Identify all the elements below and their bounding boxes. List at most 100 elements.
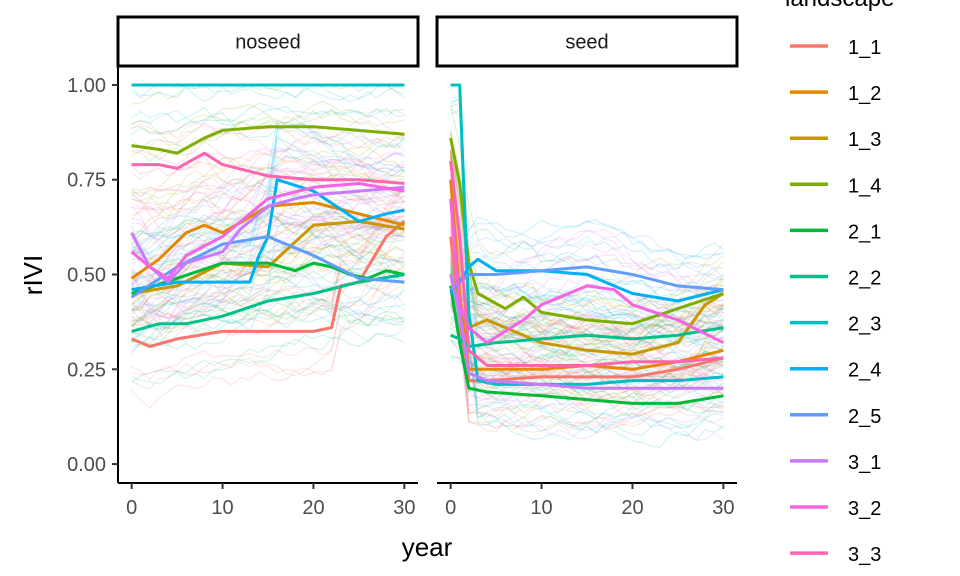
replicate-trace bbox=[131, 208, 405, 245]
replicate-trace bbox=[450, 149, 724, 359]
replicate-trace bbox=[450, 96, 724, 429]
replicate-trace bbox=[450, 274, 724, 366]
replicate-trace bbox=[131, 200, 405, 327]
facet-strip-seed bbox=[435, 15, 739, 68]
replicate-trace bbox=[131, 296, 405, 335]
y-tick-label: 0.00 bbox=[67, 454, 106, 476]
replicate-trace bbox=[131, 279, 405, 348]
series-line-seed-3_3 bbox=[449, 160, 724, 367]
replicate-trace bbox=[131, 115, 405, 162]
replicate-trace bbox=[131, 252, 405, 377]
replicate-trace bbox=[131, 208, 405, 254]
replicate-trace bbox=[131, 298, 405, 339]
replicate-trace bbox=[131, 244, 405, 274]
replicate-trace bbox=[450, 258, 724, 418]
legend-label-1_2: 1_2 bbox=[848, 83, 881, 105]
y-axis-title: rIVI bbox=[18, 255, 48, 295]
y-tick-label: 1.00 bbox=[67, 75, 106, 97]
series-line-noseed-1_4 bbox=[131, 125, 405, 155]
replicate-trace bbox=[450, 98, 724, 434]
series-line-noseed-1_1 bbox=[131, 220, 406, 348]
replicate-trace bbox=[131, 124, 405, 172]
replicate-trace bbox=[131, 233, 405, 327]
replicate-trace bbox=[450, 207, 724, 430]
legend-label-2_1: 2_1 bbox=[848, 221, 881, 243]
series-line-noseed-3_3 bbox=[131, 151, 405, 185]
replicate-trace bbox=[131, 119, 405, 255]
replicate-trace bbox=[131, 100, 405, 144]
y-tick-label: 0.50 bbox=[67, 265, 106, 287]
x-tick-label-noseed: 20 bbox=[302, 497, 324, 519]
facet-strip-noseed bbox=[116, 15, 420, 68]
replicate-trace bbox=[131, 220, 405, 325]
replicate-trace bbox=[131, 252, 405, 319]
replicate-trace bbox=[131, 155, 405, 267]
replicate-trace bbox=[131, 201, 405, 325]
replicate-trace bbox=[131, 169, 405, 261]
replicate-trace bbox=[131, 171, 405, 199]
replicate-trace bbox=[131, 102, 405, 124]
replicate-trace bbox=[131, 106, 405, 127]
replicate-trace bbox=[450, 109, 724, 441]
replicate-trace bbox=[450, 219, 724, 274]
replicate-trace bbox=[131, 333, 405, 385]
replicate-trace bbox=[131, 293, 405, 355]
replicate-trace bbox=[131, 272, 405, 330]
replicate-trace bbox=[450, 291, 724, 432]
replicate-trace bbox=[450, 252, 724, 427]
replicate-trace bbox=[131, 180, 405, 283]
replicate-trace bbox=[450, 231, 724, 280]
replicate-trace bbox=[131, 176, 405, 220]
replicate-trace bbox=[131, 185, 405, 254]
replicate-trace bbox=[131, 109, 405, 150]
facet-strip-label-seed: seed bbox=[565, 32, 608, 54]
replicate-trace bbox=[450, 223, 724, 382]
replicate-trace bbox=[450, 130, 724, 311]
legend: landscape 1_1 1_2 1_3 1_4 2_1 2_2 2_3 2_4 2_5 3_1 3… bbox=[785, 0, 894, 566]
replicate-trace bbox=[131, 115, 405, 209]
replicate-trace bbox=[131, 268, 405, 326]
replicate-trace bbox=[450, 305, 724, 349]
replicate-trace bbox=[450, 284, 724, 331]
replicate-trace bbox=[131, 222, 405, 344]
replicate-trace bbox=[131, 192, 405, 238]
replicate-trace bbox=[450, 156, 724, 348]
replicate-trace bbox=[131, 176, 405, 217]
background-traces bbox=[131, 84, 724, 449]
replicate-trace bbox=[131, 303, 405, 353]
replicate-trace bbox=[131, 229, 405, 320]
replicate-trace bbox=[131, 221, 405, 345]
replicate-trace bbox=[131, 275, 405, 390]
replicate-trace bbox=[450, 183, 724, 320]
x-tick-label-seed: 10 bbox=[530, 497, 552, 519]
replicate-trace bbox=[131, 190, 405, 235]
x-tick-label-seed: 30 bbox=[712, 497, 734, 519]
replicate-trace bbox=[450, 272, 724, 400]
replicate-trace bbox=[450, 173, 724, 297]
replicate-trace bbox=[131, 156, 405, 233]
series-line-seed-2_1 bbox=[449, 285, 724, 405]
replicate-trace bbox=[131, 103, 405, 141]
replicate-trace bbox=[450, 168, 724, 378]
x-axis-title: year bbox=[402, 532, 453, 562]
series-line-seed-1_2 bbox=[449, 179, 724, 371]
replicate-trace bbox=[131, 197, 405, 233]
replicate-trace bbox=[131, 275, 405, 339]
replicate-trace bbox=[450, 270, 724, 390]
replicate-trace bbox=[131, 185, 405, 314]
legend-label-1_4: 1_4 bbox=[848, 175, 881, 197]
replicate-trace bbox=[450, 264, 724, 347]
replicate-trace bbox=[450, 220, 724, 387]
replicate-trace bbox=[131, 131, 405, 231]
replicate-trace bbox=[450, 242, 724, 292]
legend-label-2_5: 2_5 bbox=[848, 406, 881, 428]
series-lines bbox=[130, 83, 725, 405]
replicate-trace bbox=[450, 221, 724, 271]
replicate-trace bbox=[450, 283, 724, 329]
legend-label-3_1: 3_1 bbox=[848, 452, 881, 474]
legend-label-2_3: 2_3 bbox=[848, 314, 881, 336]
replicate-trace bbox=[450, 98, 724, 420]
replicate-trace bbox=[131, 233, 405, 380]
series-line-noseed-3_1 bbox=[130, 185, 405, 284]
facet-strips: noseed seed bbox=[116, 15, 739, 68]
